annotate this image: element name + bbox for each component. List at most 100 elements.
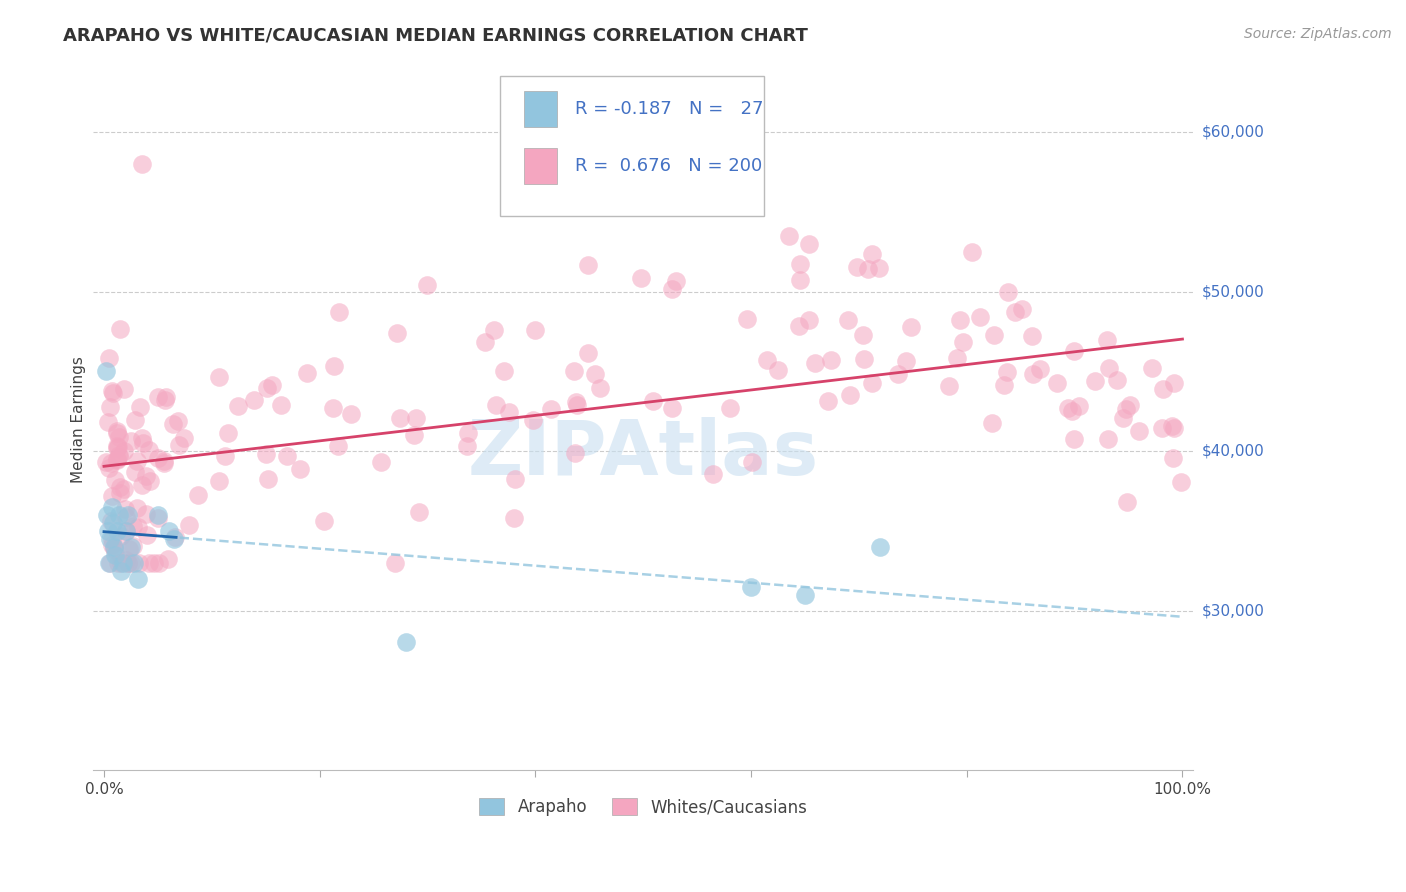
Point <box>1004 304 1026 318</box>
Point <box>323 359 346 373</box>
Point <box>946 351 969 365</box>
Text: R =  0.676   N = 200: R = 0.676 N = 200 <box>575 157 762 175</box>
Point <box>118 541 141 556</box>
Point <box>718 401 741 415</box>
Point <box>589 381 612 395</box>
Point <box>114 501 136 516</box>
Point <box>260 378 283 392</box>
Point <box>132 435 155 450</box>
Point <box>852 327 875 342</box>
Point <box>100 514 122 528</box>
Point <box>1161 450 1184 465</box>
Point <box>820 352 842 367</box>
Point <box>100 532 122 546</box>
Text: $30,000: $30,000 <box>1202 603 1264 618</box>
Point <box>1057 401 1080 416</box>
Point <box>120 540 142 554</box>
Point <box>104 473 127 487</box>
Point <box>105 524 128 538</box>
Point <box>124 413 146 427</box>
Text: ARAPAHO VS WHITE/CAUCASIAN MEDIAN EARNINGS CORRELATION CHART: ARAPAHO VS WHITE/CAUCASIAN MEDIAN EARNIN… <box>63 27 808 45</box>
Point <box>860 376 883 390</box>
Point <box>101 489 124 503</box>
Y-axis label: Median Earnings: Median Earnings <box>72 356 86 483</box>
Point <box>167 414 190 428</box>
Point <box>208 370 231 384</box>
Point <box>1060 404 1083 418</box>
Point <box>370 454 392 468</box>
Point <box>110 481 132 495</box>
Point <box>385 326 408 340</box>
Text: Source: ZipAtlas.com: Source: ZipAtlas.com <box>1244 27 1392 41</box>
Point <box>138 474 160 488</box>
Point <box>997 285 1019 299</box>
Point <box>868 261 890 276</box>
Point <box>322 401 344 415</box>
Point <box>741 455 763 469</box>
Point <box>226 400 249 414</box>
FancyBboxPatch shape <box>501 76 765 216</box>
Point <box>503 473 526 487</box>
Point <box>128 401 150 415</box>
Point <box>735 311 758 326</box>
Point <box>276 449 298 463</box>
Point <box>115 510 138 524</box>
Point <box>456 439 478 453</box>
Point <box>124 465 146 479</box>
Point <box>128 556 150 570</box>
Point <box>702 467 724 481</box>
Point <box>856 261 879 276</box>
Point <box>105 452 128 467</box>
Point <box>98 556 121 570</box>
Point <box>100 538 122 552</box>
Legend: Arapaho, Whites/Caucasians: Arapaho, Whites/Caucasians <box>471 790 815 825</box>
Point <box>270 398 292 412</box>
Point <box>148 556 170 570</box>
Point <box>1063 432 1085 446</box>
Point <box>328 305 350 319</box>
Point <box>167 438 190 452</box>
Point <box>740 580 762 594</box>
Point <box>887 367 910 381</box>
Point <box>766 363 789 377</box>
Point <box>153 453 176 467</box>
Point <box>1011 301 1033 316</box>
Point <box>779 229 801 244</box>
Point <box>163 532 186 546</box>
Point <box>165 530 187 544</box>
Point <box>1084 374 1107 388</box>
Point <box>395 635 418 649</box>
Point <box>103 541 125 555</box>
Point <box>388 411 411 425</box>
Point <box>115 524 138 538</box>
Point <box>157 524 180 538</box>
Point <box>112 556 135 570</box>
Point <box>108 429 131 443</box>
Point <box>214 449 236 463</box>
Point <box>104 548 127 562</box>
Point <box>117 556 139 570</box>
FancyBboxPatch shape <box>524 148 557 184</box>
Point <box>131 157 153 171</box>
Point <box>243 393 266 408</box>
Point <box>1161 418 1184 433</box>
Point <box>540 402 562 417</box>
Point <box>146 511 169 525</box>
Point <box>1140 360 1163 375</box>
Point <box>105 441 128 455</box>
Point <box>314 514 336 528</box>
Point <box>107 556 129 570</box>
Point <box>952 335 974 350</box>
Point <box>110 529 132 543</box>
Point <box>492 364 515 378</box>
Point <box>148 450 170 465</box>
Point <box>1170 475 1192 489</box>
Point <box>187 487 209 501</box>
Point <box>254 447 277 461</box>
Point <box>983 328 1005 343</box>
Point <box>484 398 506 412</box>
Point <box>146 508 169 522</box>
Point <box>799 237 821 252</box>
Point <box>152 457 174 471</box>
Point <box>108 508 131 522</box>
